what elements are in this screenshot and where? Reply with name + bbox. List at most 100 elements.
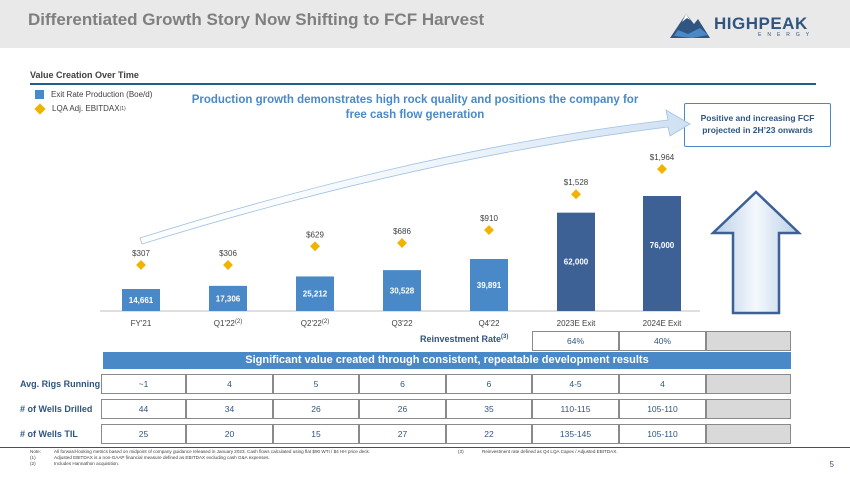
fcf-up-arrow	[709, 190, 803, 315]
production-bar	[209, 285, 247, 311]
production-bar	[643, 196, 681, 311]
table-cell: 25	[101, 424, 186, 444]
bar-value-label: 17,306	[216, 294, 241, 303]
table-cell-blank	[706, 399, 791, 419]
legend-ebitdax: LQA Adj. EBITDAX (1)	[34, 102, 126, 115]
footer-divider	[0, 447, 850, 448]
production-bar	[470, 258, 508, 311]
fcf-callout: Positive and increasing FCF projected in…	[684, 103, 831, 147]
bar-value-label: 30,528	[390, 287, 415, 296]
bar-value-label: 25,212	[303, 290, 328, 299]
x-tick-label: Q2'22(2)	[301, 319, 329, 328]
table-cell: 105-110	[619, 424, 706, 444]
table-cell: 44	[101, 399, 186, 419]
ebitdax-diamond	[136, 259, 146, 270]
ebitdax-diamond	[397, 238, 407, 248]
note-1-label: (1)	[30, 455, 36, 460]
x-tick-label: Q4'22	[478, 319, 500, 328]
ebitdax-diamond	[223, 260, 233, 270]
table-cell: 6	[359, 374, 446, 394]
growth-arrow	[139, 109, 691, 245]
ebitdax-value-label: $306	[219, 249, 237, 258]
production-bar	[122, 289, 160, 311]
table-row-label: # of Wells TIL	[20, 429, 78, 439]
ebitdax-diamond	[571, 189, 581, 200]
table-cell: 135-145	[532, 424, 619, 444]
reinvestment-2023: 64%	[532, 331, 619, 351]
x-tick-label: Q1'22(2)	[214, 319, 242, 328]
section-divider	[30, 83, 816, 85]
company-logo: HIGHPEAK ENERGY	[668, 8, 840, 42]
ebitdax-diamond	[310, 241, 320, 252]
x-tick-sup: (2)	[322, 319, 329, 325]
results-banner: Significant value created through consis…	[103, 352, 791, 369]
note-1-text: Adjusted EBITDAX is a non-GAAP financial…	[54, 455, 270, 460]
legend-ebitdax-label: LQA Adj. EBITDAX	[52, 104, 120, 113]
table-cell: 4-5	[532, 374, 619, 394]
table-cell-blank	[706, 374, 791, 394]
legend-ebitdax-sup: (1)	[119, 105, 126, 112]
table-row-label: Avg. Rigs Running	[20, 379, 101, 389]
ebitdax-value-label: $629	[306, 230, 324, 239]
note-2-text: Includes Hannathon acquisition.	[54, 461, 120, 466]
table-cell: 110-115	[532, 399, 619, 419]
x-tick-sup: (2)	[235, 319, 242, 325]
x-tick-label: Q3'22	[391, 319, 413, 328]
x-tick-label: FY'21	[131, 319, 152, 328]
bar-value-label: 62,000	[564, 258, 589, 267]
section-title: Value Creation Over Time	[30, 70, 139, 80]
reinvestment-2024: 40%	[619, 331, 706, 351]
ebitdax-value-label: $307	[132, 249, 150, 258]
note-label: Note:	[30, 449, 41, 454]
production-bar	[383, 270, 421, 311]
table-cell: 5	[273, 374, 359, 394]
ebitdax-value-label: $1,964	[650, 153, 675, 162]
table-cell: 26	[273, 399, 359, 419]
table-cell: 35	[446, 399, 532, 419]
legend-production: Exit Rate Production (Boe/d)	[35, 90, 152, 99]
production-bar	[557, 212, 595, 311]
x-tick-label: 2023E Exit	[557, 319, 596, 328]
legend-bar-swatch	[35, 90, 44, 99]
table-cell: 4	[186, 374, 273, 394]
page-number: 5	[829, 460, 834, 469]
note-2-label: (2)	[30, 461, 36, 466]
note-3-label: (3)	[458, 449, 464, 454]
table-cell: 6	[446, 374, 532, 394]
reinvestment-label: Reinvestment Rate(3)	[420, 334, 508, 344]
page-title: Differentiated Growth Story Now Shifting…	[28, 10, 485, 29]
logo-subtext: ENERGY	[758, 32, 816, 38]
table-cell: 26	[359, 399, 446, 419]
table-cell: 34	[186, 399, 273, 419]
ebitdax-value-label: $1,528	[564, 178, 589, 187]
bar-value-label: 14,661	[129, 296, 154, 305]
table-cell: ~1	[101, 374, 186, 394]
reinvestment-label-text: Reinvestment Rate	[420, 334, 502, 344]
bar-value-label: 76,000	[650, 241, 675, 250]
note-3-text: Reinvestment rate defined as Q4 LQA Cape…	[482, 449, 618, 454]
ebitdax-value-label: $686	[393, 227, 411, 236]
table-cell-blank	[706, 424, 791, 444]
chart-headline: Production growth demonstrates high rock…	[191, 94, 639, 121]
reinvestment-blank	[706, 331, 791, 351]
ebitdax-diamond	[657, 164, 667, 174]
table-cell: 15	[273, 424, 359, 444]
table-cell: 22	[446, 424, 532, 444]
table-cell: 27	[359, 424, 446, 444]
table-cell: 4	[619, 374, 706, 394]
bar-value-label: 39,891	[477, 281, 502, 290]
mountain-logo-icon	[670, 14, 710, 38]
x-tick-label: 2024E Exit	[643, 319, 682, 328]
table-cell: 105-110	[619, 399, 706, 419]
note-text: All forward-looking metrics based on mid…	[54, 449, 371, 454]
table-cell: 20	[186, 424, 273, 444]
header-bar	[0, 0, 850, 48]
logo-wordmark: HIGHPEAK	[714, 14, 808, 33]
reinvestment-sup: (3)	[501, 334, 509, 340]
legend-production-label: Exit Rate Production (Boe/d)	[51, 90, 153, 99]
table-row-label: # of Wells Drilled	[20, 404, 93, 414]
ebitdax-value-label: $910	[480, 214, 498, 223]
production-bar	[296, 276, 334, 311]
ebitdax-diamond	[484, 225, 494, 235]
